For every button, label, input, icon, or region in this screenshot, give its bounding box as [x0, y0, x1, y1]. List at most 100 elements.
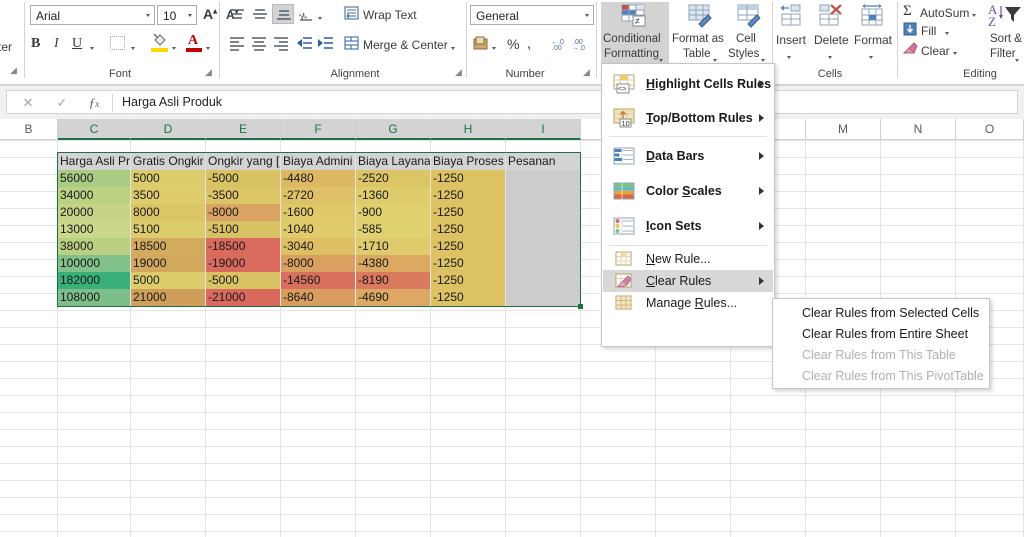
table-cell[interactable]: 108000 [58, 289, 130, 306]
table-cell[interactable]: 182000 [58, 272, 130, 289]
clear-rules-submenu[interactable]: Clear Rules from Selected Cells Clear Rul… [772, 298, 990, 389]
fill-button[interactable]: Fill [921, 24, 937, 38]
table-header-cell[interactable]: Gratis Ongkir [131, 153, 205, 170]
table-cell[interactable]: 5100 [131, 221, 205, 238]
wrap-text-button[interactable]: Wrap Text [363, 8, 417, 22]
font-size-combo[interactable]: 10 [157, 5, 197, 25]
cell-styles-label-1[interactable]: Cell [736, 33, 756, 45]
column-header-h[interactable]: H [431, 119, 506, 140]
increase-decimal-icon[interactable]: ←.0.00 [551, 36, 569, 52]
table-cell[interactable]: -1600 [281, 204, 355, 221]
table-cell[interactable]: -19000 [206, 255, 280, 272]
italic-button[interactable]: I [54, 36, 59, 51]
table-cell[interactable]: 5000 [131, 170, 205, 187]
table-cell[interactable] [506, 221, 580, 238]
table-header-cell[interactable]: Ongkir yang [ [206, 153, 280, 170]
chevron-down-icon[interactable] [585, 14, 589, 17]
number-dialog-launcher[interactable]: ◢ [583, 67, 590, 77]
format-as-table-label-2[interactable]: Table [683, 48, 711, 60]
chevron-down-icon[interactable] [953, 46, 957, 60]
comma-style-button[interactable]: , [527, 35, 532, 52]
sort-filter-label-2[interactable]: Filter [990, 48, 1016, 60]
conditional-formatting-menu[interactable]: <> Highlight Cells Rules 10 Top/Bottom R… [601, 63, 775, 347]
align-left-icon[interactable] [228, 35, 246, 51]
bold-button[interactable]: B [31, 36, 41, 51]
column-header-d[interactable]: D [131, 119, 206, 140]
table-cell[interactable] [506, 204, 580, 221]
menu-item-clear-rules[interactable]: Clear Rules [603, 270, 773, 292]
chevron-down-icon[interactable] [828, 50, 832, 64]
table-cell[interactable]: -585 [356, 221, 430, 238]
table-cell[interactable]: 8000 [131, 204, 205, 221]
table-cell[interactable]: -2720 [281, 187, 355, 204]
decrease-indent-icon[interactable] [296, 35, 314, 51]
underline-button[interactable]: U [72, 36, 83, 51]
format-as-table-label-1[interactable]: Format as [672, 33, 724, 45]
delete-button[interactable]: Delete [814, 33, 849, 47]
alignment-dialog-launcher[interactable]: ◢ [455, 67, 462, 77]
column-header-e[interactable]: E [206, 119, 281, 140]
confirm-icon[interactable]: ✓ [56, 95, 68, 110]
table-cell[interactable]: -4690 [356, 289, 430, 306]
format-button[interactable]: Format [854, 33, 893, 47]
font-name-combo[interactable]: Arial [30, 5, 155, 25]
chevron-down-icon[interactable] [318, 11, 322, 25]
table-cell[interactable]: -1250 [431, 238, 505, 255]
table-cell[interactable]: -8000 [281, 255, 355, 272]
decrease-decimal-icon[interactable]: .00 →.0 [572, 36, 590, 52]
column-header-o[interactable]: O [956, 119, 1024, 140]
insert-button[interactable]: Insert [776, 33, 807, 47]
chevron-down-icon[interactable] [90, 41, 94, 55]
column-header-g[interactable]: G [356, 119, 431, 140]
table-cell[interactable]: -1250 [431, 221, 505, 238]
submenu-item-0[interactable]: Clear Rules from Selected Cells [774, 303, 988, 324]
table-cell[interactable]: -14560 [281, 272, 355, 289]
table-header-cell[interactable]: Pesanan [506, 153, 580, 170]
text-orientation-icon[interactable]: ϰ [296, 5, 316, 23]
align-center-icon[interactable] [250, 35, 268, 51]
chevron-down-icon[interactable] [972, 8, 976, 22]
autosum-button[interactable]: AutoSum [920, 6, 970, 20]
table-cell[interactable]: -1250 [431, 187, 505, 204]
chevron-down-icon[interactable] [146, 14, 150, 17]
table-cell[interactable]: -3500 [206, 187, 280, 204]
table-cell[interactable]: -900 [356, 204, 430, 221]
number-format-combo[interactable]: General [470, 5, 594, 25]
table-cell[interactable]: 34000 [58, 187, 130, 204]
table-cell[interactable] [506, 255, 580, 272]
grow-font-icon[interactable]: A▴ [203, 6, 218, 22]
align-top-icon[interactable] [228, 6, 246, 22]
chevron-down-icon[interactable] [761, 53, 765, 67]
table-cell[interactable]: -21000 [206, 289, 280, 306]
table-cell[interactable] [506, 272, 580, 289]
table-cell[interactable]: -5000 [206, 272, 280, 289]
table-header-cell[interactable]: Harga Asli Pr [58, 153, 130, 170]
fill-handle[interactable] [578, 304, 583, 309]
table-cell[interactable]: -1250 [431, 170, 505, 187]
cell-styles-label-2[interactable]: Styles [728, 48, 760, 60]
increase-indent-icon[interactable] [317, 35, 335, 51]
table-cell[interactable]: -5000 [206, 170, 280, 187]
table-cell[interactable]: -2520 [356, 170, 430, 187]
menu-item-color-scales[interactable]: Color Scales [603, 174, 773, 208]
table-cell[interactable]: -1250 [431, 204, 505, 221]
table-cell[interactable]: -18500 [206, 238, 280, 255]
table-cell[interactable]: 18500 [131, 238, 205, 255]
table-cell[interactable]: -1710 [356, 238, 430, 255]
worksheet-grid[interactable]: Harga Asli Pr Gratis Ongkir Ongkir yang [B… [0, 140, 1024, 537]
table-cell[interactable]: -8640 [281, 289, 355, 306]
shrink-font-icon[interactable]: A▾ [226, 7, 239, 22]
font-color-icon[interactable]: A [188, 33, 199, 48]
chevron-down-icon[interactable] [713, 53, 717, 67]
table-cell[interactable]: 56000 [58, 170, 130, 187]
chevron-down-icon[interactable] [787, 50, 791, 64]
table-cell[interactable]: 38000 [58, 238, 130, 255]
table-cell[interactable] [506, 238, 580, 255]
table-header-cell[interactable]: Biaya Admini [281, 153, 355, 170]
table-cell[interactable]: -4380 [356, 255, 430, 272]
table-cell[interactable]: -1250 [431, 272, 505, 289]
chevron-down-icon[interactable] [1015, 53, 1019, 67]
column-header-n[interactable]: N [881, 119, 956, 140]
align-right-icon[interactable] [272, 35, 290, 51]
align-bottom-icon[interactable] [272, 4, 294, 24]
